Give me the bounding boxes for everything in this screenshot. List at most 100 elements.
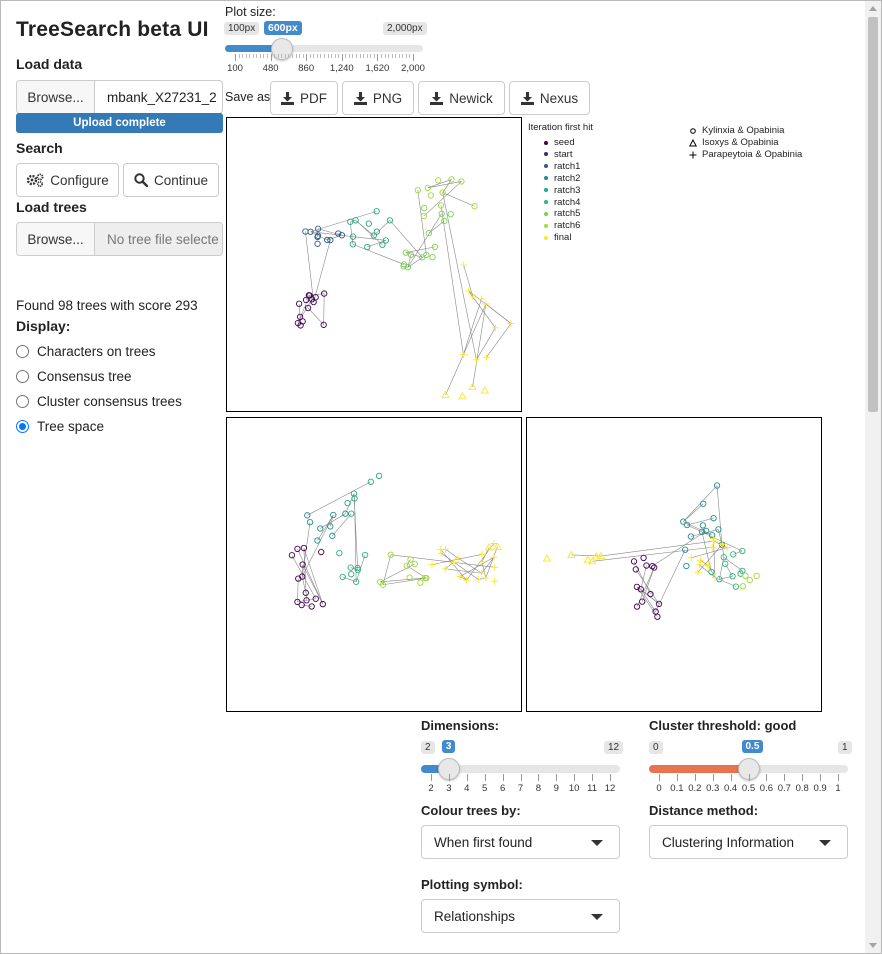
mst-edge: [459, 576, 467, 581]
tree-point: [304, 304, 312, 312]
mst-edge: [714, 577, 736, 587]
slider-tick: [270, 54, 272, 61]
mst-edge: [441, 552, 479, 580]
mst-edge: [445, 568, 482, 574]
browse-trees-button[interactable]: Browse...: [17, 223, 95, 255]
shape-legend-item: Parapeytoia & Opabinia: [689, 149, 802, 160]
radio-button[interactable]: [16, 420, 29, 433]
tree-point: [317, 525, 324, 532]
tree-file-input[interactable]: Browse... No tree file selecte: [16, 222, 223, 256]
scrollbar-thumb[interactable]: [868, 17, 878, 412]
display-heading: Display:: [16, 318, 71, 334]
tree-point: [437, 549, 445, 557]
legend-swatch: [544, 152, 548, 157]
mst-edge: [303, 547, 324, 605]
tree-point: [458, 391, 467, 400]
scroll-down-icon[interactable]: [869, 943, 877, 948]
mst-edge: [310, 231, 319, 237]
tree-point: [308, 603, 315, 610]
save-newick-button[interactable]: Newick: [418, 81, 505, 115]
browse-data-button[interactable]: Browse...: [17, 81, 95, 113]
mst-edge: [457, 557, 482, 574]
circle-symbol-icon: [689, 127, 697, 135]
dimensions-track[interactable]: [421, 765, 620, 773]
tree-point: [729, 573, 736, 580]
radio-cluster-consensus-trees[interactable]: Cluster consensus trees: [16, 394, 182, 409]
tree-space-plot-1: [226, 117, 522, 412]
mst-edge: [687, 517, 714, 526]
mst-edge: [427, 181, 462, 189]
slider-tick: [341, 54, 343, 61]
tree-point: [493, 542, 502, 550]
continue-button[interactable]: Continue: [123, 163, 219, 197]
save-pdf-button[interactable]: PDF: [270, 81, 338, 115]
tree-point: [477, 295, 485, 303]
slider-minor-tick: [302, 54, 304, 58]
radio-characters-on-trees[interactable]: Characters on trees: [16, 344, 156, 359]
tree-point: [400, 263, 407, 270]
mst-edge: [338, 233, 343, 236]
tree-point: [299, 573, 306, 580]
distance-method-select[interactable]: Clustering Information: [649, 825, 848, 859]
mst-edge: [342, 576, 357, 583]
radio-button[interactable]: [16, 370, 29, 383]
slider-tick: [802, 774, 804, 781]
mst-edge: [406, 559, 411, 566]
radio-tree-space[interactable]: Tree space: [16, 419, 104, 434]
slider-tick: [520, 774, 522, 781]
tree-point: [687, 533, 695, 540]
save-nexus-button[interactable]: Nexus: [509, 81, 590, 115]
slider-tick: [592, 774, 594, 781]
slider-tick-label: 1,240: [329, 63, 354, 74]
tree-point: [427, 192, 434, 199]
vertical-scrollbar[interactable]: [865, 1, 881, 953]
tree-point: [482, 353, 490, 361]
legend-label: ratch2: [554, 172, 581, 184]
tree-point: [708, 543, 716, 551]
slider-tick: [838, 774, 839, 781]
mst-edge: [719, 557, 725, 580]
slider-minor-tick: [309, 54, 311, 58]
mst-edge: [476, 327, 496, 360]
tree-space-plot-2: [226, 417, 522, 712]
tree-point: [649, 562, 656, 570]
mst-edge: [463, 264, 474, 298]
tree-point: [753, 572, 760, 580]
slider-tick-label: 0.2: [688, 783, 702, 794]
tree-point: [314, 537, 321, 544]
configure-button[interactable]: Configure: [16, 163, 119, 197]
radio-consensus-tree[interactable]: Consensus tree: [16, 369, 132, 384]
tree-point: [732, 583, 739, 590]
tree-point: [490, 553, 498, 561]
tree-point: [591, 552, 601, 560]
legend-label: ratch1: [554, 160, 581, 172]
upload-progress-bar: Upload complete: [16, 113, 223, 133]
plot-size-fill: [225, 45, 282, 52]
colour-trees-select[interactable]: When first found: [421, 825, 620, 859]
plotting-symbol-select[interactable]: Relationships: [421, 899, 620, 933]
tree-point: [406, 574, 413, 581]
tree-point: [335, 230, 342, 237]
mst-edge: [723, 557, 743, 572]
slider-tick-label: 0.5: [741, 783, 756, 794]
tree-point: [630, 558, 638, 565]
slider-tick-label: 0.7: [777, 783, 791, 794]
radio-button[interactable]: [16, 345, 29, 358]
plot-size-track[interactable]: [225, 45, 423, 52]
tree-point: [425, 229, 433, 237]
mst-edge: [468, 290, 474, 298]
mst-edge: [485, 546, 498, 579]
save-png-button[interactable]: PNG: [342, 81, 414, 115]
slider-tick: [712, 774, 714, 781]
scroll-up-icon[interactable]: [869, 6, 877, 11]
mst-edge: [303, 548, 307, 601]
save-as-label: Save as:: [225, 90, 274, 104]
legend-swatch: [544, 200, 548, 204]
plot-size-handle[interactable]: [270, 38, 293, 60]
tree-point: [364, 243, 371, 251]
legend-label: seed: [554, 137, 575, 148]
data-file-input[interactable]: Browse... mbank_X27231_2: [16, 80, 223, 114]
slider-minor-tick: [316, 54, 318, 58]
radio-button[interactable]: [16, 395, 29, 408]
tree-point: [373, 228, 381, 235]
